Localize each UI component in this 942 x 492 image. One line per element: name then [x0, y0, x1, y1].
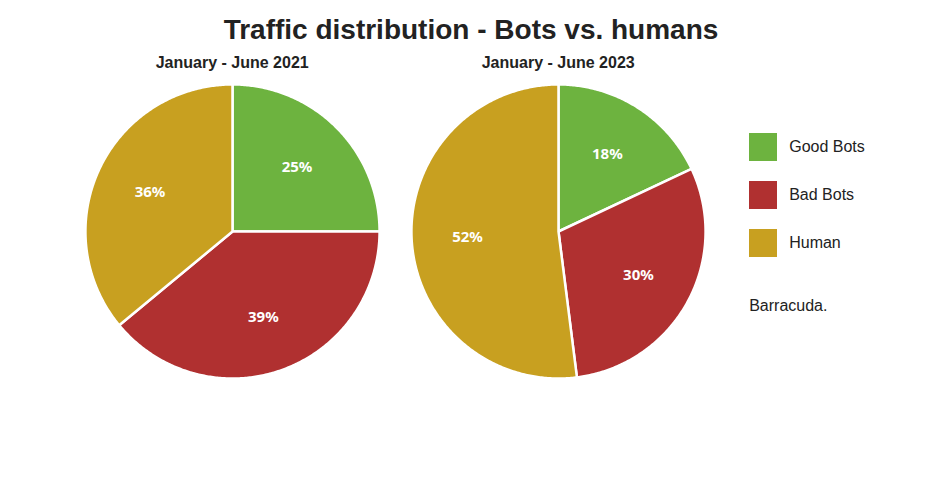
svg-text:18%: 18% — [592, 143, 623, 163]
html-text:Barracuda.: Barracuda. — [749, 297, 828, 314]
svg-text:25%: 25% — [282, 156, 313, 176]
html-text:Human: Human — [789, 234, 841, 251]
svg-text:30%: 30% — [623, 264, 654, 284]
svg-text:36%: 36% — [135, 181, 166, 201]
svg-text:39%: 39% — [248, 306, 279, 326]
html-text:January - June 2021: January - June 2021 — [155, 54, 309, 71]
html-text:Bad Bots: Bad Bots — [789, 186, 855, 203]
svg-text:52%: 52% — [452, 226, 483, 246]
html-text:Traffic distribution - Bots vs: Traffic distribution - Bots vs. humans — [223, 14, 719, 45]
html-text:Good Bots: Good Bots — [789, 138, 865, 155]
html-text:January - June 2023: January - June 2023 — [481, 54, 635, 71]
